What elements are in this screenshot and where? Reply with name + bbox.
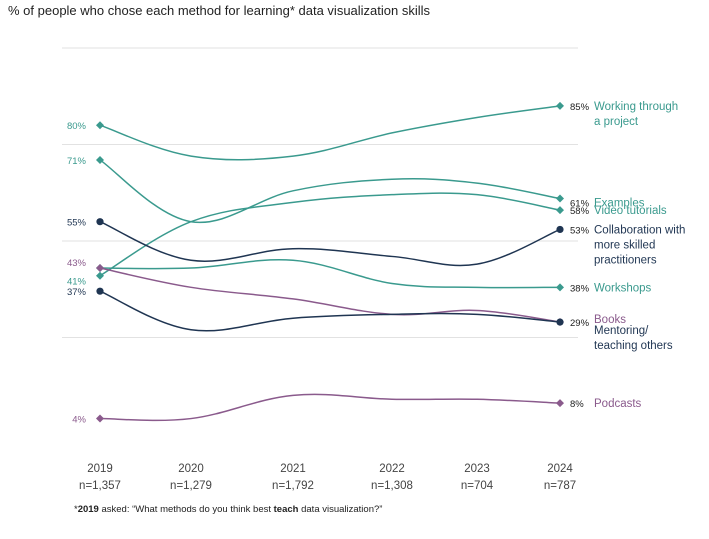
series-start-point bbox=[96, 287, 104, 295]
series-name-label: Working through bbox=[594, 101, 678, 113]
series-name-label: Examples bbox=[594, 198, 645, 210]
series-end-point bbox=[556, 101, 564, 110]
series-name-label: Mentoring/ bbox=[594, 325, 649, 337]
x-tick-label: 2020 bbox=[178, 463, 204, 475]
series-start-point bbox=[96, 414, 104, 423]
x-sample-size-label: n=1,792 bbox=[272, 480, 314, 492]
x-tick-label: 2021 bbox=[280, 463, 306, 475]
chart-title: % of people who chose each method for le… bbox=[8, 3, 431, 18]
footnote-text-after: data visualization?” bbox=[298, 504, 383, 515]
end-value-label: 8% bbox=[570, 399, 584, 410]
start-value-label: 55% bbox=[67, 218, 87, 229]
series-line bbox=[99, 159, 561, 224]
series-line bbox=[99, 267, 561, 323]
series-line bbox=[99, 393, 561, 422]
end-value-label: 85% bbox=[570, 102, 590, 113]
start-value-label: 71% bbox=[67, 156, 87, 167]
start-value-label: 80% bbox=[67, 121, 87, 132]
series-line bbox=[99, 259, 561, 289]
series-name-label: Collaboration with bbox=[594, 224, 685, 236]
series-line bbox=[99, 192, 561, 277]
start-value-label: 41% bbox=[67, 277, 87, 288]
series-name-label: a project bbox=[594, 116, 639, 128]
series-end-point bbox=[556, 283, 564, 292]
series-line bbox=[99, 105, 561, 161]
start-value-label: 43% bbox=[67, 258, 87, 269]
series-name-label: Books bbox=[594, 314, 626, 326]
series-name-label: practitioners bbox=[594, 254, 657, 266]
footnote: *2019 asked: “What methods do you think … bbox=[74, 503, 382, 516]
x-sample-size-label: n=787 bbox=[544, 480, 576, 492]
end-value-label: 61% bbox=[570, 199, 590, 210]
end-value-label: 29% bbox=[570, 318, 590, 329]
end-value-label: 53% bbox=[570, 225, 590, 236]
x-tick-label: 2019 bbox=[87, 463, 113, 475]
series-name-label: teaching others bbox=[594, 340, 673, 352]
x-sample-size-label: n=1,279 bbox=[170, 480, 212, 492]
series-start-point bbox=[96, 121, 104, 130]
series-line bbox=[99, 290, 561, 332]
series-start-point bbox=[96, 218, 104, 226]
series-end-point bbox=[556, 318, 564, 326]
start-value-label: 37% bbox=[67, 287, 87, 298]
x-tick-label: 2022 bbox=[379, 463, 405, 475]
series-start-point bbox=[96, 264, 104, 273]
series-name-label: Video tutorials bbox=[594, 205, 667, 217]
series-end-point bbox=[556, 399, 564, 408]
x-tick-label: 2024 bbox=[547, 463, 573, 475]
series-start-point bbox=[96, 271, 104, 280]
footnote-year: 2019 bbox=[77, 504, 99, 515]
series-name-label: more skilled bbox=[594, 239, 655, 251]
series-name-label: Podcasts bbox=[594, 398, 642, 410]
footnote-bold-word: teach bbox=[273, 504, 299, 515]
footnote-text-before: asked: “What methods do you think best bbox=[98, 504, 274, 515]
x-tick-label: 2023 bbox=[464, 463, 490, 475]
start-value-label: 4% bbox=[72, 415, 86, 426]
series-name-label: Workshops bbox=[594, 282, 652, 294]
series-line bbox=[99, 221, 561, 267]
x-sample-size-label: n=1,308 bbox=[371, 480, 413, 492]
series-end-point bbox=[556, 206, 564, 215]
series-end-point bbox=[556, 194, 564, 203]
footnote-marker: * bbox=[74, 504, 78, 515]
series-end-point bbox=[556, 225, 564, 234]
series-start-point bbox=[96, 155, 104, 164]
x-sample-size-label: n=704 bbox=[461, 480, 494, 492]
end-value-label: 38% bbox=[570, 283, 590, 294]
end-value-label: 58% bbox=[570, 206, 590, 217]
x-sample-size-label: n=1,357 bbox=[79, 480, 121, 492]
line-chart: 2019 n=1,357 2020 n=1,279 2021 n=1,792 2022 n=1… bbox=[62, 47, 685, 492]
